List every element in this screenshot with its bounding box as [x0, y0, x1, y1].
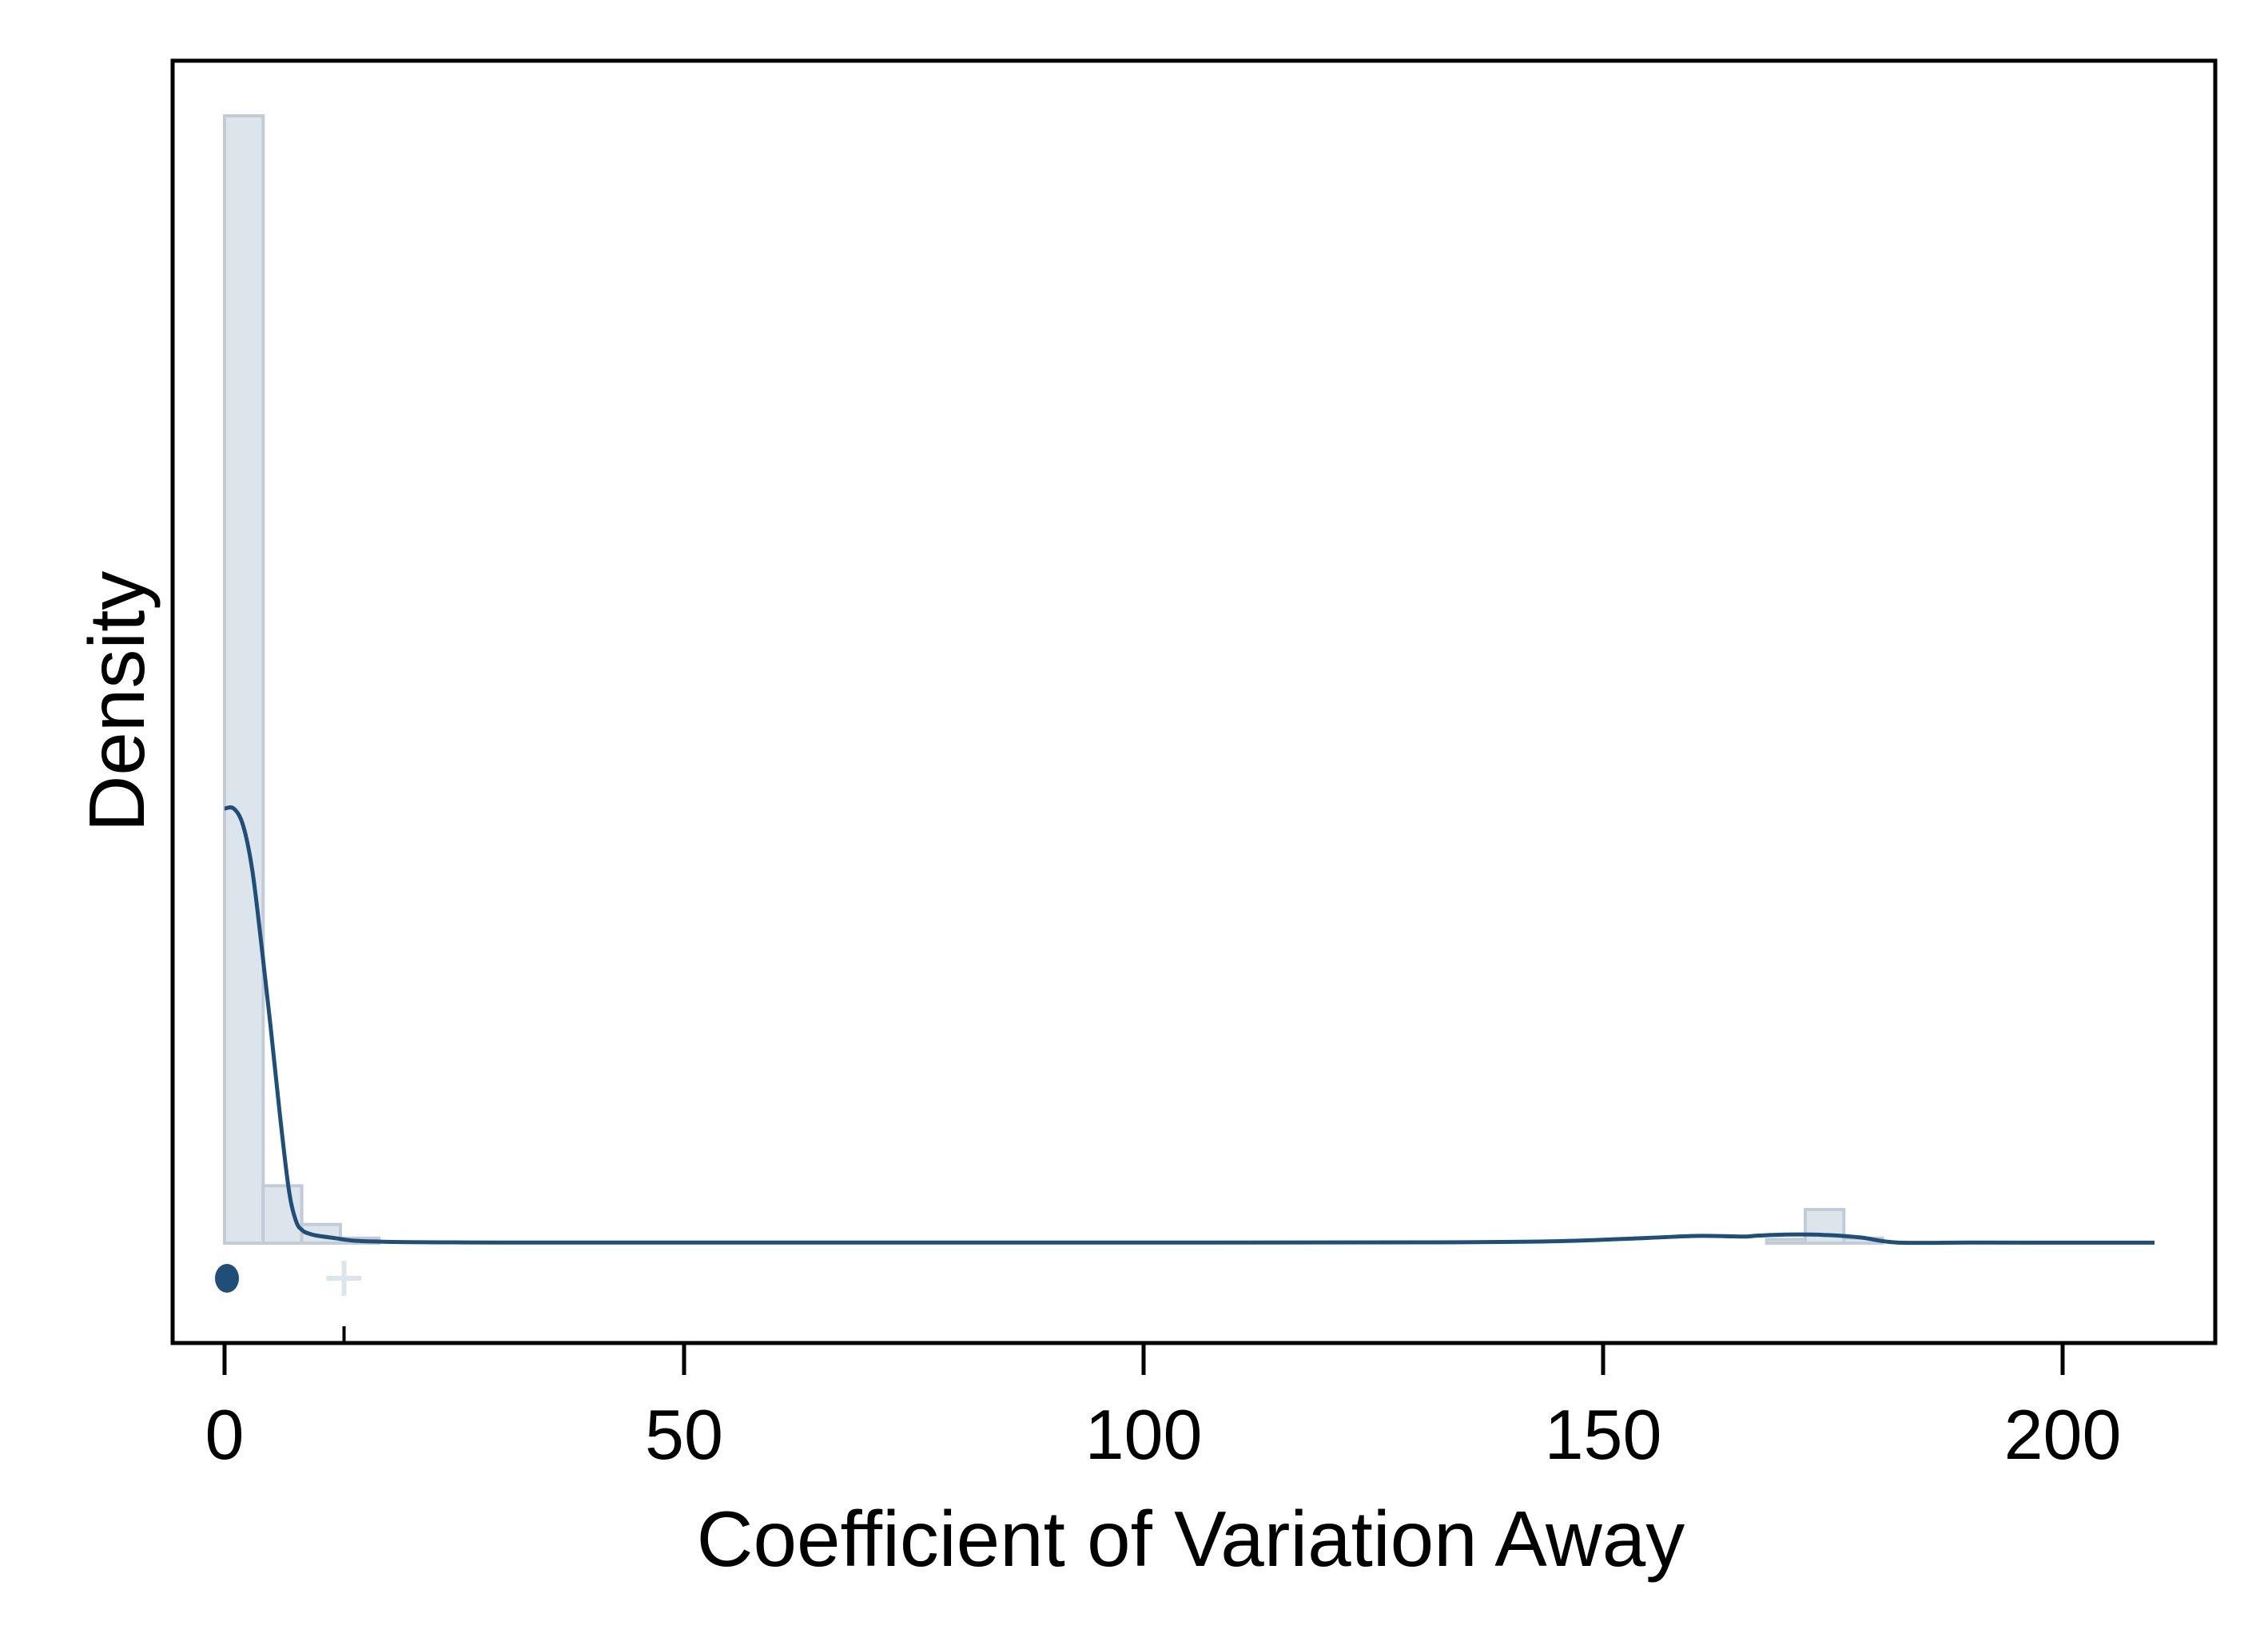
kde-layer [224, 805, 2155, 1246]
x-axis: 0 50 100 150 200 [205, 1343, 2122, 1474]
plot-area [215, 114, 2155, 1343]
x-tick-label-100: 100 [1085, 1395, 1203, 1474]
y-axis-title: Density [73, 571, 161, 832]
kde-density-line [224, 805, 2155, 1246]
rug-marker-plus [326, 1261, 362, 1296]
x-axis-title: Coefficient of Variation Away [697, 1495, 1685, 1583]
rug-markers [215, 1261, 362, 1343]
histogram-bars [223, 114, 1884, 1246]
x-tick-label-50: 50 [645, 1395, 723, 1474]
histogram-bar-4 [1765, 1238, 1807, 1245]
rug-marker-circle [215, 1264, 239, 1293]
histogram-bar-5 [1804, 1207, 1846, 1245]
x-tick-label-150: 150 [1545, 1395, 1662, 1474]
histogram-bar-0 [223, 114, 265, 1245]
x-tick-label-0: 0 [205, 1395, 245, 1474]
x-tick-label-200: 200 [2004, 1395, 2122, 1474]
plot-frame [170, 58, 2218, 1345]
